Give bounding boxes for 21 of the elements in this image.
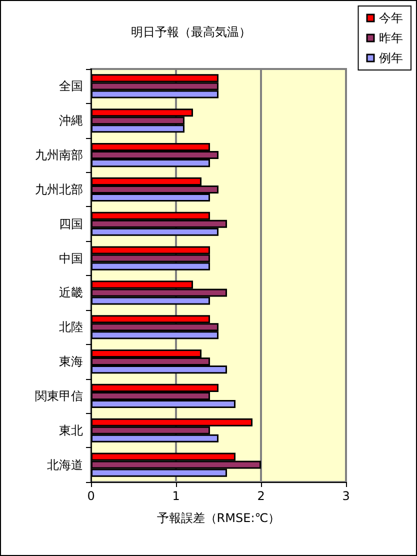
y-tick-label: 九州南部: [35, 148, 83, 162]
y-tick-label: 北海道: [47, 458, 83, 472]
x-tick-label: 2: [257, 489, 265, 503]
y-tick-label: 関東甲信: [35, 388, 83, 403]
x-tick-label: 1: [172, 489, 180, 503]
y-tick-label: 四国: [59, 216, 83, 231]
legend-label: 昨年: [379, 31, 403, 45]
y-tick-label: 全国: [59, 79, 83, 94]
y-tick-label: 北陸: [59, 320, 83, 334]
y-tick-label: 沖縄: [59, 114, 83, 128]
y-tick-label: 東海: [59, 354, 83, 369]
y-tick-label: 近畿: [59, 286, 83, 300]
x-tick-label: 3: [342, 489, 350, 503]
x-tick-label: 0: [87, 489, 95, 503]
legend-label: 例年: [379, 51, 403, 65]
y-tick-label: 東北: [59, 423, 83, 438]
x-axis-title: 予報誤差（RMSE:℃）: [156, 511, 280, 525]
legend-label: 今年: [379, 11, 403, 25]
chart-title: 明日予報（最高気温）: [131, 25, 251, 39]
y-tick-label: 中国: [59, 251, 83, 266]
y-tick-label: 九州北部: [35, 182, 83, 196]
